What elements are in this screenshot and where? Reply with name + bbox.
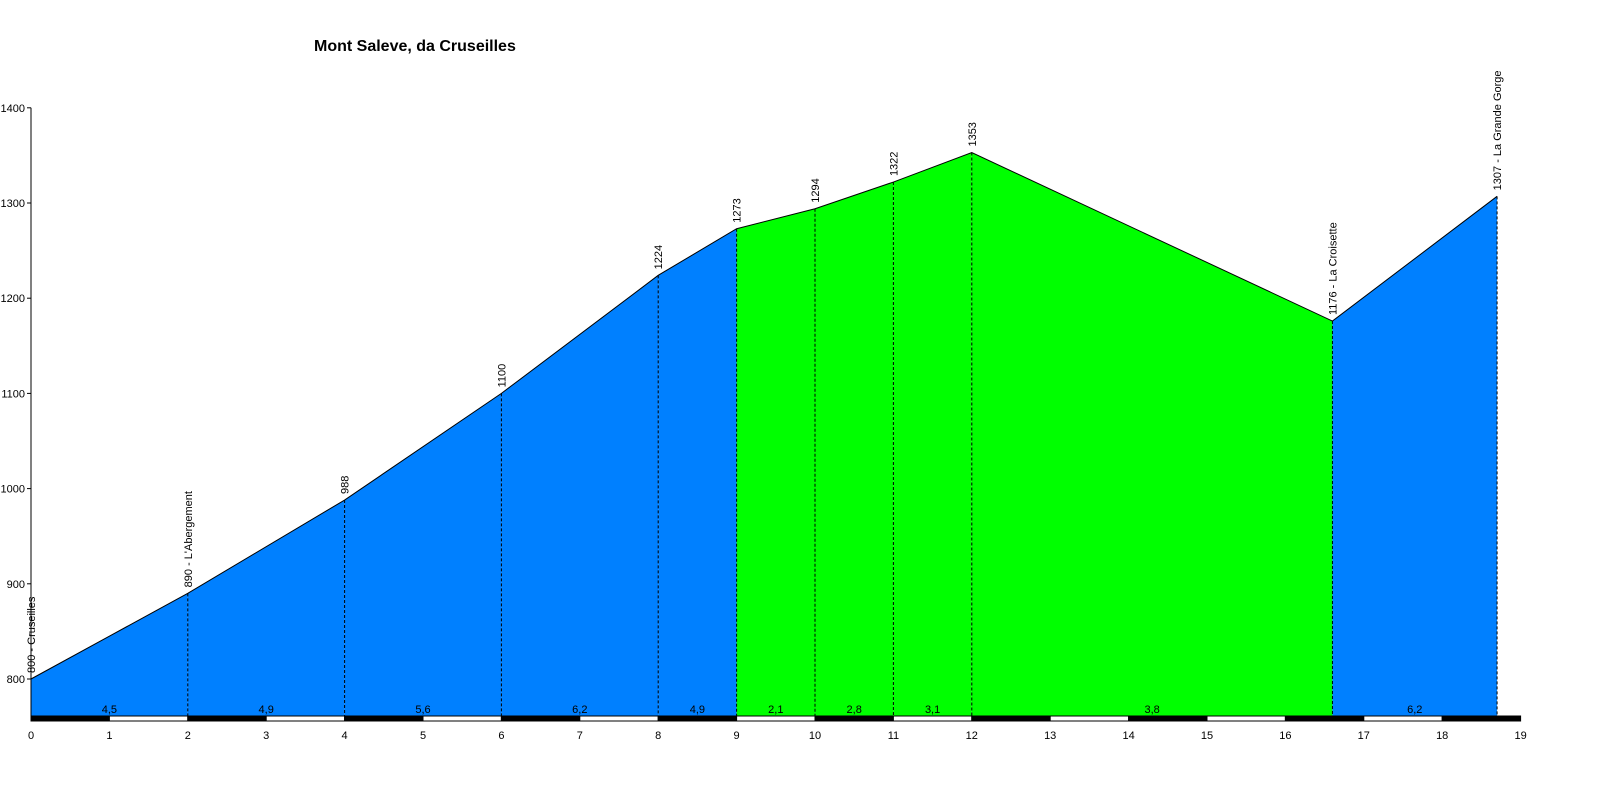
- profile-segment-5: [736, 208, 815, 718]
- point-label-6: 1294: [810, 178, 822, 202]
- x-tick-label-13: 13: [1044, 730, 1056, 742]
- x-tick-label-5: 5: [420, 730, 426, 742]
- chart-title: Mont Saleve, da Cruseilles: [314, 38, 516, 55]
- point-label-5: 1273: [732, 198, 744, 222]
- segment-gradient-label-2: 5,6: [415, 704, 430, 716]
- y-tick-label-900: 900: [7, 579, 25, 591]
- x-tick-label-10: 10: [809, 730, 821, 742]
- km-bar-15: [1206, 715, 1286, 722]
- km-bar-2: [187, 715, 267, 722]
- segment-gradient-label-4: 4,9: [690, 704, 705, 716]
- x-tick-label-14: 14: [1122, 730, 1134, 742]
- x-tick-label-11: 11: [888, 730, 899, 742]
- km-bar-17: [1363, 715, 1443, 722]
- x-tick-label-15: 15: [1201, 730, 1213, 742]
- x-tick-label-8: 8: [655, 730, 661, 742]
- y-tick-label-1400: 1400: [1, 103, 25, 115]
- point-label-8: 1353: [967, 122, 979, 146]
- profile-segment-4: [658, 228, 737, 719]
- km-bar-5: [422, 715, 502, 722]
- km-bar-13: [1049, 715, 1130, 722]
- profile-segment-8: [971, 152, 1333, 718]
- y-tick-label-1000: 1000: [1, 484, 25, 496]
- point-label-4: 1224: [653, 245, 665, 269]
- segment-gradient-label-3: 6,2: [572, 704, 587, 716]
- point-label-2: 988: [340, 476, 352, 494]
- y-tick-label-1200: 1200: [1, 293, 25, 305]
- x-tick-label-0: 0: [28, 730, 34, 742]
- km-bar-3: [265, 715, 346, 722]
- point-label-1: 890 - L'Abergement: [183, 491, 195, 587]
- point-label-10: 1307 - La Grande Gorge: [1492, 70, 1504, 190]
- x-tick-label-17: 17: [1358, 730, 1370, 742]
- km-bar-18: [1441, 715, 1522, 722]
- profile-segment-9: [1332, 196, 1498, 718]
- profile-segment-1: [187, 500, 345, 718]
- km-bar-7: [579, 715, 659, 722]
- x-tick-label-4: 4: [342, 730, 348, 742]
- point-label-0: 800 - Cruseilles: [26, 596, 38, 673]
- x-tick-label-9: 9: [734, 730, 740, 742]
- x-tick-label-2: 2: [185, 730, 191, 742]
- km-bar-10: [814, 715, 894, 722]
- y-tick-label-1100: 1100: [1, 388, 25, 400]
- point-label-9: 1176 - La Croisette: [1327, 222, 1339, 315]
- km-bar-12: [971, 715, 1051, 722]
- km-bar-9: [736, 715, 816, 722]
- y-tick-label-1300: 1300: [1, 198, 25, 210]
- km-bar-6: [500, 715, 581, 722]
- x-tick-label-7: 7: [577, 730, 583, 742]
- y-tick-label-800: 800: [7, 674, 25, 686]
- km-bar-11: [892, 715, 973, 722]
- profile-segment-3: [501, 275, 659, 718]
- point-label-3: 1100: [496, 364, 508, 388]
- segment-gradient-label-5: 2,1: [768, 704, 783, 716]
- x-tick-label-1: 1: [106, 730, 112, 742]
- km-bar-8: [657, 715, 738, 722]
- x-tick-label-12: 12: [966, 730, 978, 742]
- profile-segment-0: [31, 593, 188, 718]
- point-label-7: 1322: [888, 152, 900, 176]
- x-tick-label-6: 6: [498, 730, 504, 742]
- km-bar-16: [1284, 715, 1365, 722]
- segment-gradient-label-7: 3,1: [925, 704, 940, 716]
- x-tick-label-3: 3: [263, 730, 269, 742]
- segment-gradient-label-0: 4,5: [102, 704, 117, 716]
- km-bar-14: [1128, 715, 1208, 722]
- segment-gradient-label-9: 6,2: [1407, 704, 1422, 716]
- x-tick-label-16: 16: [1279, 730, 1291, 742]
- segment-gradient-label-8: 3,8: [1144, 704, 1159, 716]
- km-bar-1: [108, 715, 189, 722]
- km-bar-0: [30, 715, 110, 722]
- segment-gradient-label-6: 2,8: [847, 704, 862, 716]
- profile-segment-7: [893, 152, 972, 718]
- km-bar-4: [344, 715, 424, 722]
- profile-segment-6: [815, 182, 894, 718]
- x-tick-label-18: 18: [1436, 730, 1448, 742]
- profile-segment-2: [344, 393, 502, 718]
- segment-gradient-label-1: 4,9: [259, 704, 274, 716]
- x-tick-label-19: 19: [1514, 730, 1526, 742]
